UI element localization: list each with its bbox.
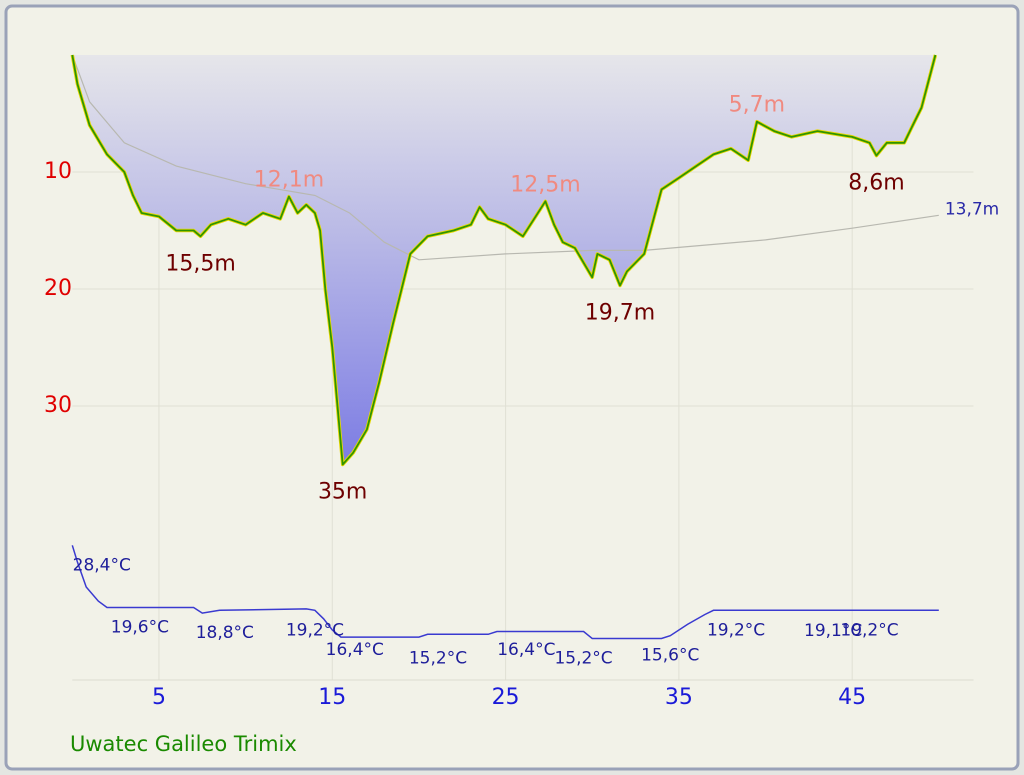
temperature-labels: 15,2°C [554, 649, 612, 669]
depth-area [72, 55, 936, 465]
temperature-labels: 19,2°C [286, 620, 344, 640]
x-tick-label: 45 [838, 685, 866, 710]
temperature-labels: 19,6°C [111, 617, 169, 637]
temperature-labels: 16,4°C [326, 640, 384, 660]
mean-depth-label: 13,7m [945, 199, 999, 219]
temperature-labels: 16,4°C [497, 640, 555, 660]
min-labels: 5,7m [729, 93, 785, 118]
temperature-line [71, 545, 939, 640]
temperature-labels: 28,4°C [73, 555, 131, 575]
temperature-labels: 15,2°C [409, 649, 467, 669]
min-labels: 12,5m [510, 172, 580, 197]
x-tick-label: 15 [318, 685, 346, 710]
min-labels: 12,1m [254, 168, 324, 193]
y-tick-label: 10 [44, 159, 72, 184]
max-labels: 35m [318, 480, 367, 505]
temperature-labels: 19,2°C [840, 620, 898, 640]
max-labels: 15,5m [165, 251, 235, 276]
footer: Uwatec Galileo Trimix [70, 732, 297, 756]
y-tick-label: 30 [44, 393, 72, 418]
x-tick-label: 5 [152, 685, 166, 710]
depth-line [71, 54, 937, 466]
mean-depth-line [71, 54, 939, 261]
x-tick-label: 25 [492, 685, 520, 710]
temperature-labels: 15,6°C [641, 646, 699, 666]
max-labels: 8,6m [848, 171, 904, 196]
max-labels: 19,7m [585, 300, 655, 325]
temperature-labels: 19,1°C [804, 621, 862, 641]
temperature-labels: 18,8°C [196, 623, 254, 643]
y-tick-label: 20 [44, 276, 72, 301]
x-tick-label: 35 [665, 685, 693, 710]
temperature-labels: 19,2°C [707, 620, 765, 640]
